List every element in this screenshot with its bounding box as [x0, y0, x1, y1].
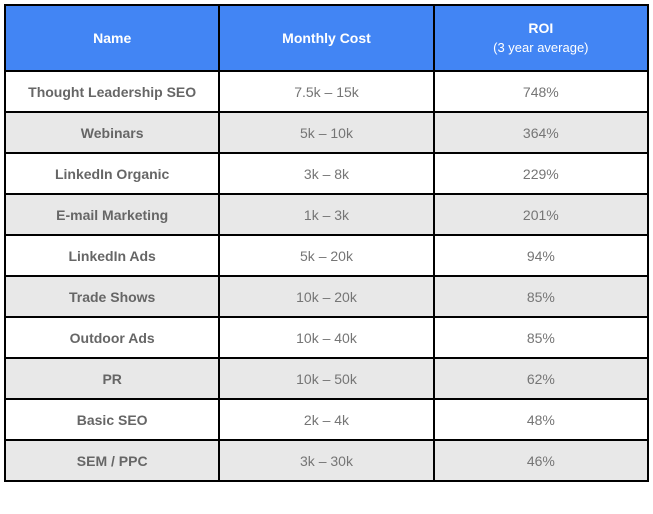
- roi-cell: 229%: [432, 152, 650, 195]
- column-header-roi: ROI (3 year average): [432, 4, 650, 72]
- monthly-cost-cell: 10k – 40k: [218, 316, 435, 359]
- table-header: Name Monthly Cost ROI (3 year average): [3, 4, 650, 72]
- name-cell: Thought Leadership SEO: [3, 70, 221, 113]
- name-cell: Outdoor Ads: [3, 316, 221, 359]
- table-row: PR 10k – 50k 62%: [3, 357, 650, 400]
- monthly-cost-cell: 2k – 4k: [218, 398, 435, 441]
- roi-cell: 201%: [432, 193, 650, 236]
- name-cell: LinkedIn Ads: [3, 234, 221, 277]
- name-cell: PR: [3, 357, 221, 400]
- column-header-monthly-cost: Monthly Cost: [218, 4, 435, 72]
- column-header-sublabel: (3 year average): [493, 40, 589, 55]
- roi-cell: 748%: [432, 70, 650, 113]
- table-row: SEM / PPC 3k – 30k 46%: [3, 439, 650, 482]
- column-header-label: Monthly Cost: [282, 29, 371, 46]
- monthly-cost-cell: 7.5k – 15k: [218, 70, 435, 113]
- table-row: E-mail Marketing 1k – 3k 201%: [3, 193, 650, 236]
- name-cell: SEM / PPC: [3, 439, 221, 482]
- table-row: Webinars 5k – 10k 364%: [3, 111, 650, 154]
- monthly-cost-cell: 10k – 50k: [218, 357, 435, 400]
- column-header-label: ROI: [528, 20, 554, 36]
- roi-cell: 364%: [432, 111, 650, 154]
- header-row: Name Monthly Cost ROI (3 year average): [3, 4, 650, 72]
- monthly-cost-cell: 3k – 30k: [218, 439, 435, 482]
- table-row: Thought Leadership SEO 7.5k – 15k 748%: [3, 70, 650, 113]
- table-row: LinkedIn Organic 3k – 8k 229%: [3, 152, 650, 195]
- table-container: Name Monthly Cost ROI (3 year average) T…: [3, 4, 650, 482]
- marketing-channels-roi-table: Name Monthly Cost ROI (3 year average) T…: [3, 4, 650, 482]
- monthly-cost-cell: 10k – 20k: [218, 275, 435, 318]
- table-row: Trade Shows 10k – 20k 85%: [3, 275, 650, 318]
- name-cell: Trade Shows: [3, 275, 221, 318]
- roi-cell: 85%: [432, 275, 650, 318]
- table-row: Basic SEO 2k – 4k 48%: [3, 398, 650, 441]
- table-body: Thought Leadership SEO 7.5k – 15k 748% W…: [3, 70, 650, 482]
- table-row: LinkedIn Ads 5k – 20k 94%: [3, 234, 650, 277]
- name-cell: Basic SEO: [3, 398, 221, 441]
- column-header-label: Name: [93, 29, 132, 46]
- name-cell: Webinars: [3, 111, 221, 154]
- roi-cell: 85%: [432, 316, 650, 359]
- table-row: Outdoor Ads 10k – 40k 85%: [3, 316, 650, 359]
- name-cell: E-mail Marketing: [3, 193, 221, 236]
- monthly-cost-cell: 1k – 3k: [218, 193, 435, 236]
- roi-cell: 62%: [432, 357, 650, 400]
- roi-cell: 46%: [432, 439, 650, 482]
- monthly-cost-cell: 5k – 10k: [218, 111, 435, 154]
- monthly-cost-cell: 5k – 20k: [218, 234, 435, 277]
- column-header-name: Name: [3, 4, 221, 72]
- monthly-cost-cell: 3k – 8k: [218, 152, 435, 195]
- name-cell: LinkedIn Organic: [3, 152, 221, 195]
- roi-cell: 48%: [432, 398, 650, 441]
- roi-cell: 94%: [432, 234, 650, 277]
